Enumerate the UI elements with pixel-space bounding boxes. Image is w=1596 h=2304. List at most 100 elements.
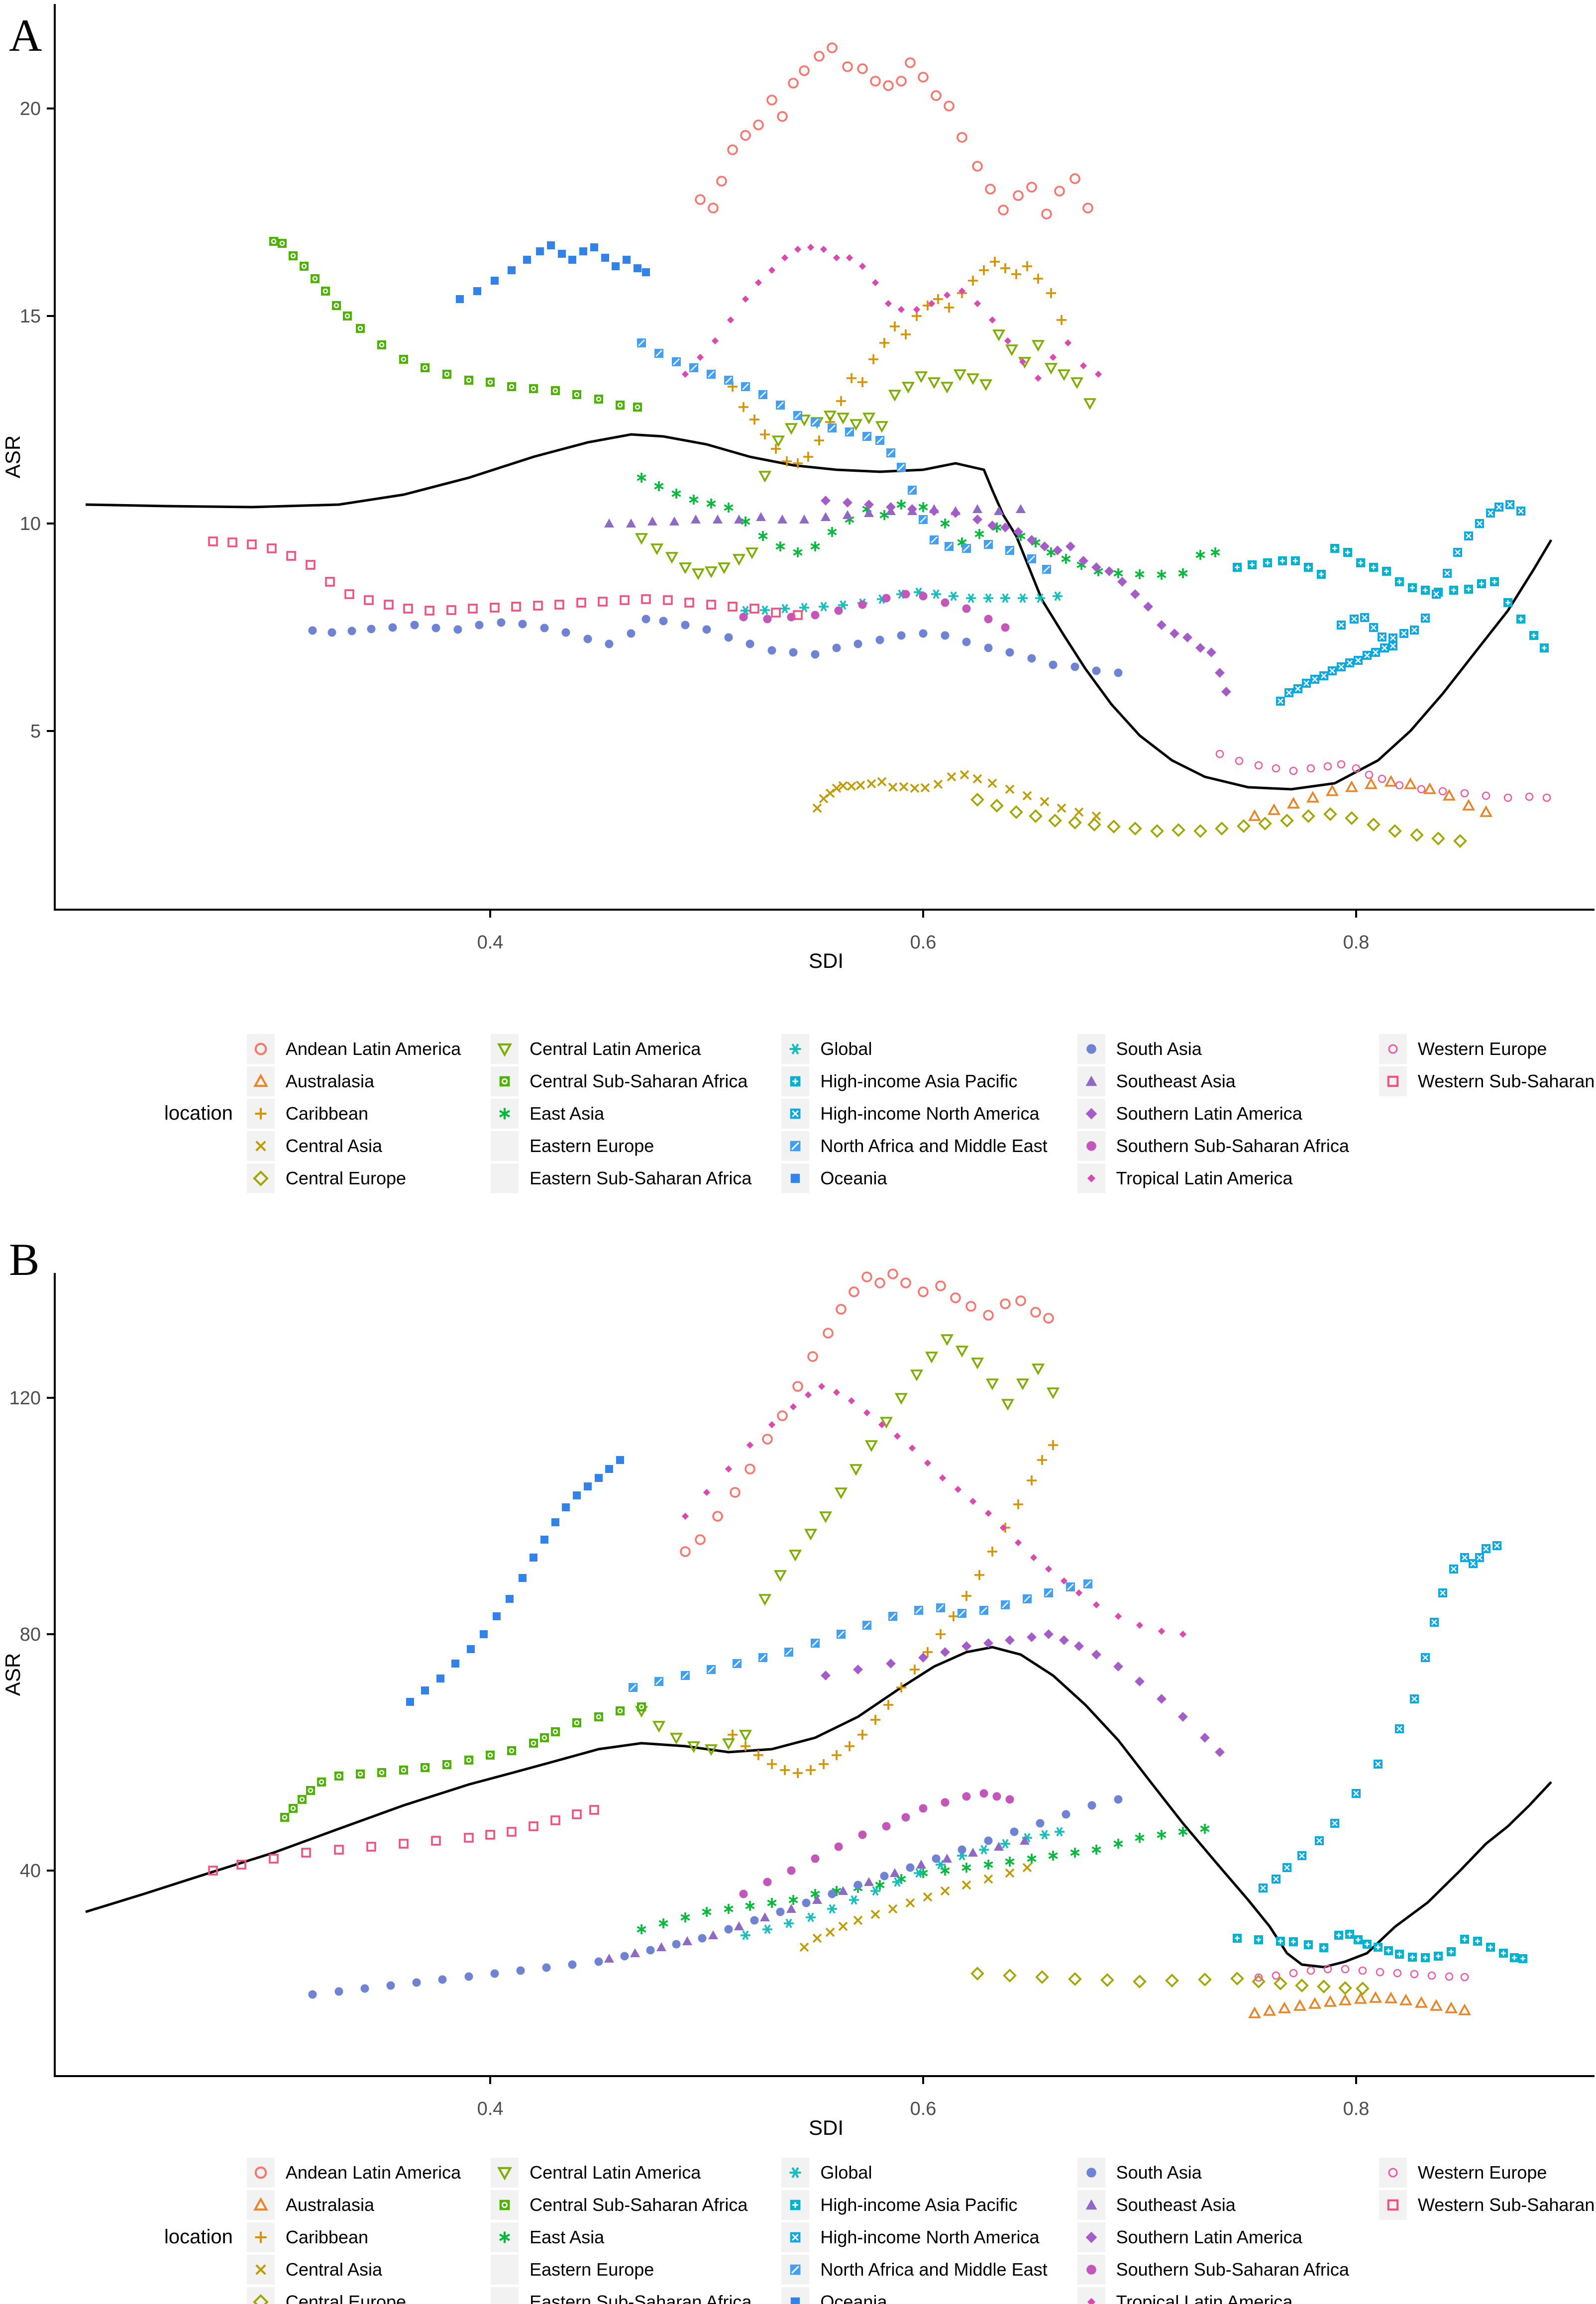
legend-label: High-income North America xyxy=(820,2226,1040,2247)
legend-label: North Africa and Middle East xyxy=(820,1135,1048,1156)
legend-item-oceania: Oceania xyxy=(781,2286,1047,2304)
tropical-latin-america-marker-icon xyxy=(1077,1163,1105,1193)
svg-text:0.6: 0.6 xyxy=(910,932,937,953)
legend-label: Western Sub-Saharan Africa xyxy=(1417,1070,1596,1091)
series-high-income-north-america xyxy=(1259,1541,1501,1892)
legend-item-oceania: Oceania xyxy=(781,1162,1047,1194)
legend-item-central-asia: Central Asia xyxy=(246,1130,461,1162)
legend-column: Central Latin America Central Sub-Saharan… xyxy=(491,2156,751,2304)
series-southeast-asia xyxy=(604,1836,1030,1963)
legend-item-global: Global xyxy=(781,2156,1047,2189)
legend-label: Central Europe xyxy=(285,2291,407,2304)
legend-item-north-africa-and-middle-east: North Africa and Middle East xyxy=(781,2253,1048,2286)
legend-item-central-latin-america: Central Latin America xyxy=(491,1033,751,1065)
series-south-asia xyxy=(308,615,1123,677)
central-sub-saharan-africa-marker-icon xyxy=(491,2190,519,2220)
legend-label: Global xyxy=(820,1038,872,1059)
series-high-income-north-america xyxy=(1276,500,1525,706)
axes xyxy=(47,4,1595,918)
series-andean-latin-america xyxy=(695,42,1093,219)
legend-label: South Asia xyxy=(1116,2162,1202,2183)
legend-label: Caribbean xyxy=(285,2226,368,2247)
legend-label: Eastern Sub-Saharan Africa xyxy=(530,2291,752,2304)
oceania-marker-icon xyxy=(781,1163,810,1193)
caribbean-marker-icon xyxy=(246,2222,275,2252)
legend-label: High-income Asia Pacific xyxy=(820,1070,1018,1091)
legend-item-tropical-latin-america: Tropical Latin America xyxy=(1077,1162,1349,1194)
legend-item-central-europe: Central Europe xyxy=(246,1162,461,1194)
high-income-asia-pacific-marker-icon xyxy=(781,1066,810,1096)
legend-label: Central Europe xyxy=(285,1167,407,1188)
x-axis-label: SDI xyxy=(809,2116,844,2139)
y-axis-label: ASR xyxy=(1,435,24,478)
legend-item-southern-latin-america: Southern Latin America xyxy=(1077,1097,1349,1130)
southeast-asia-marker-icon xyxy=(1077,2190,1105,2220)
legend-label: Central Latin America xyxy=(530,1038,701,1059)
trend-line xyxy=(85,1646,1552,1969)
legend-label: Caribbean xyxy=(285,1103,368,1124)
legend-item-southern-sub-saharan-africa: Southern Sub-Saharan Africa xyxy=(1077,2253,1349,2286)
legend-item-high-income-north-america: High-income North America xyxy=(781,1097,1047,1130)
series-north-africa-and-middle-east xyxy=(637,338,1051,574)
legend-label: Central Asia xyxy=(285,1135,382,1156)
series-central-asia xyxy=(812,770,1101,821)
series-central-europe xyxy=(970,1967,1370,1995)
legend-label: Southeast Asia xyxy=(1116,2194,1236,2215)
andean-latin-america-marker-icon xyxy=(246,1034,275,1064)
legend-item-caribbean: Caribbean xyxy=(246,1097,461,1130)
tropical-latin-america-marker-icon xyxy=(1077,2287,1105,2304)
southern-latin-america-marker-icon xyxy=(1077,1098,1105,1129)
legend-item-south-asia: South Asia xyxy=(1077,2156,1349,2189)
legend-column: Western Europe Western Sub-Saharan Africa xyxy=(1379,2156,1596,2221)
global-marker-icon xyxy=(781,2157,810,2188)
legend-b-title: location xyxy=(164,2226,233,2248)
western-sub-saharan-africa-marker-icon xyxy=(1379,2190,1407,2220)
central-europe-marker-icon xyxy=(246,1163,275,1193)
north-africa-and-middle-east-marker-icon xyxy=(781,1131,810,1161)
legend-label: Andean Latin America xyxy=(285,2162,461,2183)
legend-item-eastern-europe: Eastern Europe xyxy=(491,2253,751,2286)
legend-item-australasia: Australasia xyxy=(246,1065,461,1097)
legend-label: Western Sub-Saharan Africa xyxy=(1417,2194,1596,2215)
central-latin-america-marker-icon xyxy=(491,1034,519,1064)
central-asia-marker-icon xyxy=(246,1131,275,1161)
svg-text:40: 40 xyxy=(20,1861,41,1882)
legend-item-high-income-asia-pacific: High-income Asia Pacific xyxy=(781,1065,1047,1097)
legend-column: Andean Latin America Australasia Caribbean… xyxy=(246,1033,461,1194)
legend-label: Southern Latin America xyxy=(1116,1103,1302,1124)
series-oceania xyxy=(406,1456,624,1706)
legend-item-southern-sub-saharan-africa: Southern Sub-Saharan Africa xyxy=(1077,1130,1349,1162)
legend-label: North Africa and Middle East xyxy=(820,2259,1048,2280)
australasia-marker-icon xyxy=(246,1066,275,1096)
svg-text:20: 20 xyxy=(20,99,41,119)
legend-b-columns: Andean Latin America Australasia Caribbean… xyxy=(246,2156,1596,2304)
legend-item-tropical-latin-america: Tropical Latin America xyxy=(1077,2286,1349,2304)
legend-label: Australasia xyxy=(285,2194,374,2215)
svg-text:80: 80 xyxy=(20,1624,41,1645)
series-south-asia xyxy=(308,1795,1123,1999)
series-global xyxy=(741,1827,1064,1940)
series-western-europe xyxy=(1254,1965,1469,1982)
eastern-europe-marker-icon xyxy=(491,1131,519,1161)
svg-text:120: 120 xyxy=(9,1388,41,1409)
legend-column: South Asia Southeast Asia Southern Latin A… xyxy=(1077,1033,1349,1194)
central-asia-marker-icon xyxy=(246,2254,275,2285)
legend-column: Central Latin America Central Sub-Saharan… xyxy=(491,1033,751,1194)
x-axis-label: SDI xyxy=(809,949,844,972)
oceania-marker-icon xyxy=(781,2287,810,2304)
southern-sub-saharan-africa-marker-icon xyxy=(1077,1131,1105,1161)
series-southern-latin-america xyxy=(821,496,1231,697)
panel-b-chart: 0.4 0.6 0.8 40 80 120 SDI ASR xyxy=(1,1268,1595,2139)
series-central-latin-america xyxy=(635,329,1097,580)
panel-a-letter: A xyxy=(9,10,42,61)
legend-label: Global xyxy=(820,2162,872,2183)
legend-label: Australasia xyxy=(285,1070,374,1091)
series-tropical-latin-america xyxy=(681,1382,1187,1638)
south-asia-marker-icon xyxy=(1077,2157,1105,2188)
legend-item-central-sub-saharan-africa: Central Sub-Saharan Africa xyxy=(491,1065,751,1097)
east-asia-marker-icon xyxy=(491,1098,519,1129)
caribbean-marker-icon xyxy=(246,1098,275,1129)
legend-item-southern-latin-america: Southern Latin America xyxy=(1077,2221,1349,2253)
legend-a-columns: Andean Latin America Australasia Caribbean… xyxy=(246,1033,1596,1194)
